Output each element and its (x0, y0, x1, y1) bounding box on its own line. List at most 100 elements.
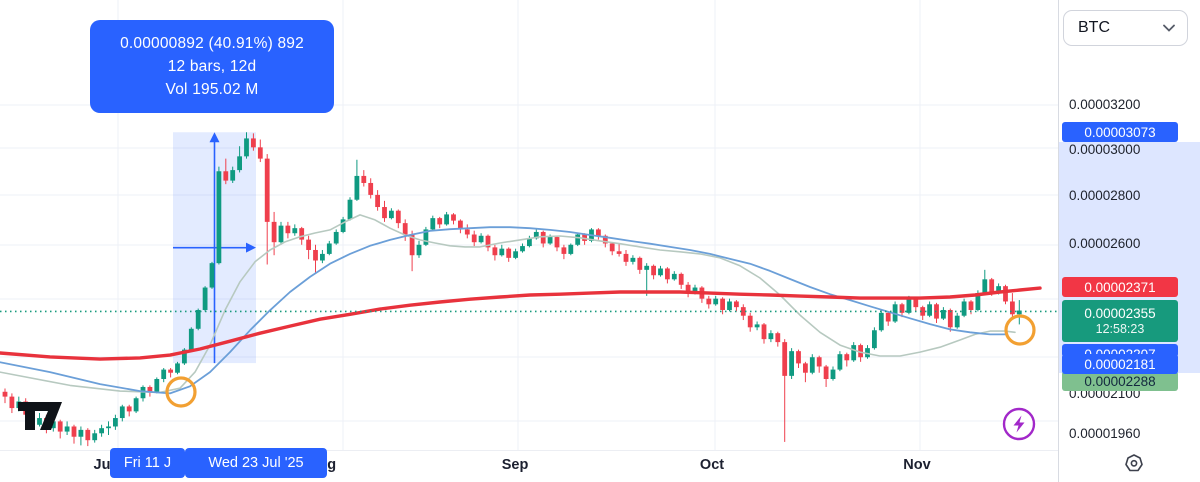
candle (430, 218, 436, 230)
price-badge: 0.00002207 (1062, 344, 1178, 357)
candle (671, 273, 677, 280)
candle (961, 301, 967, 316)
candle (596, 229, 601, 236)
candle (230, 170, 236, 181)
candle (713, 298, 719, 305)
ma-slow-line (0, 286, 1042, 361)
candle (202, 287, 208, 310)
price-axis-label: 0.00002800 (1069, 188, 1141, 203)
candle (513, 251, 518, 258)
candle (175, 363, 180, 373)
price-axis[interactable]: 0.00003200 0.00003000 0.00002800 0.00002600… (1058, 0, 1200, 482)
lightning-button[interactable] (1002, 407, 1036, 441)
candle (796, 351, 801, 364)
candle (64, 426, 70, 432)
candle (306, 239, 311, 250)
candles-layer (2, 132, 1022, 447)
candle (113, 418, 118, 427)
price-axis-label: 0.00003000 (1069, 142, 1141, 157)
candle (299, 228, 305, 240)
symbol-selector-button[interactable]: BTC (1063, 10, 1188, 46)
candle (885, 312, 891, 322)
candle (616, 251, 622, 254)
candle (547, 237, 553, 244)
measure-change: 0.00000892 (40.91%) 892 (120, 34, 304, 52)
candle (575, 234, 581, 245)
measure-tooltip: 0.00000892 (40.91%) 892 12 bars, 12d Vol… (90, 20, 334, 113)
candle (734, 301, 739, 308)
candle (609, 243, 615, 252)
candle (996, 286, 1001, 294)
candle (464, 229, 470, 235)
candle (444, 214, 449, 225)
candle (823, 366, 829, 380)
candle (920, 307, 926, 316)
candle (768, 333, 774, 340)
candle (57, 421, 63, 432)
candle (471, 234, 477, 243)
candle (899, 304, 905, 313)
candle (982, 279, 988, 294)
candle (913, 298, 919, 308)
candle (147, 386, 153, 392)
candle (278, 225, 284, 243)
candle (285, 225, 291, 234)
candle (775, 333, 781, 343)
price-axis-label: 0.00001960 (1069, 426, 1141, 441)
measure-tool-overlay[interactable] (173, 132, 256, 364)
candle (816, 357, 822, 367)
candle (251, 138, 256, 148)
candle (947, 309, 953, 328)
candle (313, 249, 318, 261)
candle (830, 369, 836, 380)
candle (126, 406, 132, 412)
candle (292, 228, 298, 234)
candle (92, 433, 98, 441)
candle (1016, 310, 1022, 315)
chart-canvas[interactable] (0, 0, 1058, 482)
candle (1010, 301, 1015, 315)
candle (340, 219, 346, 232)
candle (520, 246, 525, 252)
candle (154, 379, 160, 392)
candle (727, 301, 732, 310)
price-badge: 0.00002288 (1062, 371, 1178, 391)
candle (354, 175, 360, 200)
candle (554, 237, 560, 248)
candle (2, 391, 8, 397)
chevron-down-icon (1163, 24, 1175, 32)
candle (50, 421, 56, 429)
price-scale-settings-icon[interactable] (1123, 452, 1145, 474)
candle (395, 210, 401, 224)
candle (85, 429, 91, 441)
orange-circle-annotation[interactable] (1004, 314, 1036, 346)
candle (78, 429, 84, 437)
price-badge: 0.00002181 (1062, 354, 1178, 374)
candle (747, 315, 753, 328)
candle (858, 345, 863, 358)
candle (375, 194, 380, 208)
candle (630, 257, 636, 262)
candle (347, 199, 353, 220)
candle (692, 287, 698, 294)
candle (271, 221, 277, 243)
candle (685, 284, 691, 294)
candle (803, 363, 808, 373)
candle (975, 293, 981, 310)
candle (257, 147, 263, 159)
candle (740, 307, 746, 316)
orange-circle-annotation[interactable] (165, 376, 197, 408)
candle (506, 248, 512, 258)
candle (623, 253, 629, 262)
candle (216, 171, 222, 264)
annotations-layer (165, 314, 1036, 441)
candle (568, 244, 574, 254)
candle (71, 426, 77, 437)
candle (968, 301, 974, 310)
candle (37, 418, 42, 425)
candle (665, 268, 670, 280)
candle (119, 406, 125, 419)
candle (188, 328, 194, 350)
